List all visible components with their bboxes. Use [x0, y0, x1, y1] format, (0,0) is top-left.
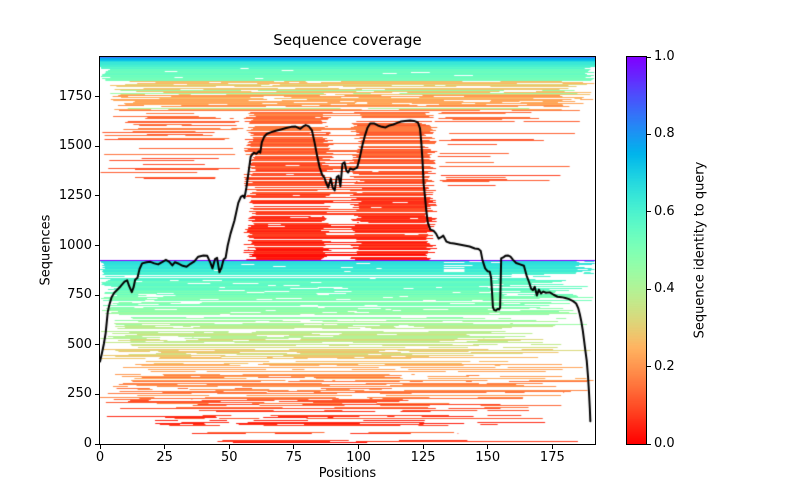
y-tick-mark [95, 96, 99, 98]
msa-coverage-plot [100, 57, 595, 444]
y-tick-mark [95, 344, 99, 346]
y-tick-mark [95, 443, 99, 445]
y-axis-label: Sequences [38, 214, 54, 286]
colorbar-tick-label: 0.4 [654, 281, 675, 297]
colorbar-tick-mark [647, 366, 651, 368]
colorbar-tick-label: 0.6 [654, 203, 675, 219]
y-tick-label: 1250 [58, 187, 92, 203]
x-tick-mark [487, 445, 489, 449]
y-tick-label: 1750 [58, 88, 92, 104]
x-tick-mark [551, 445, 553, 449]
y-tick-label: 750 [67, 287, 92, 303]
y-tick-mark [95, 145, 99, 147]
x-tick-label: 25 [156, 450, 173, 465]
x-tick-label: 150 [475, 450, 501, 465]
x-tick-label: 75 [285, 450, 303, 465]
y-tick-mark [95, 195, 99, 197]
x-tick-mark [164, 445, 166, 449]
colorbar-tick-label: 0.8 [654, 126, 675, 142]
y-tick-label: 500 [67, 336, 92, 352]
x-tick-label: 0 [95, 450, 105, 465]
plot-frame [99, 56, 596, 445]
y-tick-mark [95, 294, 99, 296]
x-tick-mark [357, 445, 359, 449]
x-tick-mark [422, 445, 424, 449]
colorbar-frame [626, 56, 647, 445]
x-tick-mark [293, 445, 295, 449]
colorbar-tick-label: 0.2 [654, 358, 675, 374]
x-axis-label: Positions [318, 466, 377, 481]
colorbar-tick-mark [647, 443, 651, 445]
chart-title: Sequence coverage [273, 31, 422, 49]
x-tick-label: 175 [539, 450, 565, 465]
y-tick-label: 1500 [58, 138, 92, 154]
x-tick-label: 125 [410, 450, 436, 465]
colorbar-tick-mark [647, 211, 651, 213]
colorbar-tick-mark [647, 288, 651, 290]
colorbar-tick-mark [647, 133, 651, 135]
y-tick-label: 1000 [58, 237, 92, 253]
x-tick-label: 100 [346, 450, 371, 465]
x-tick-label: 50 [220, 450, 238, 465]
colorbar-tick-label: 1.0 [654, 49, 675, 64]
x-tick-mark [99, 445, 101, 449]
colorbar-tick-label: 0.0 [654, 436, 675, 451]
y-tick-mark [95, 393, 99, 395]
y-tick-label: 250 [67, 386, 92, 402]
y-tick-mark [95, 245, 99, 247]
colorbar-tick-mark [647, 56, 651, 58]
colorbar-label: Sequence identity to query [692, 161, 708, 339]
x-tick-mark [228, 445, 230, 449]
colorbar [627, 57, 646, 444]
y-tick-label: 0 [83, 436, 92, 451]
